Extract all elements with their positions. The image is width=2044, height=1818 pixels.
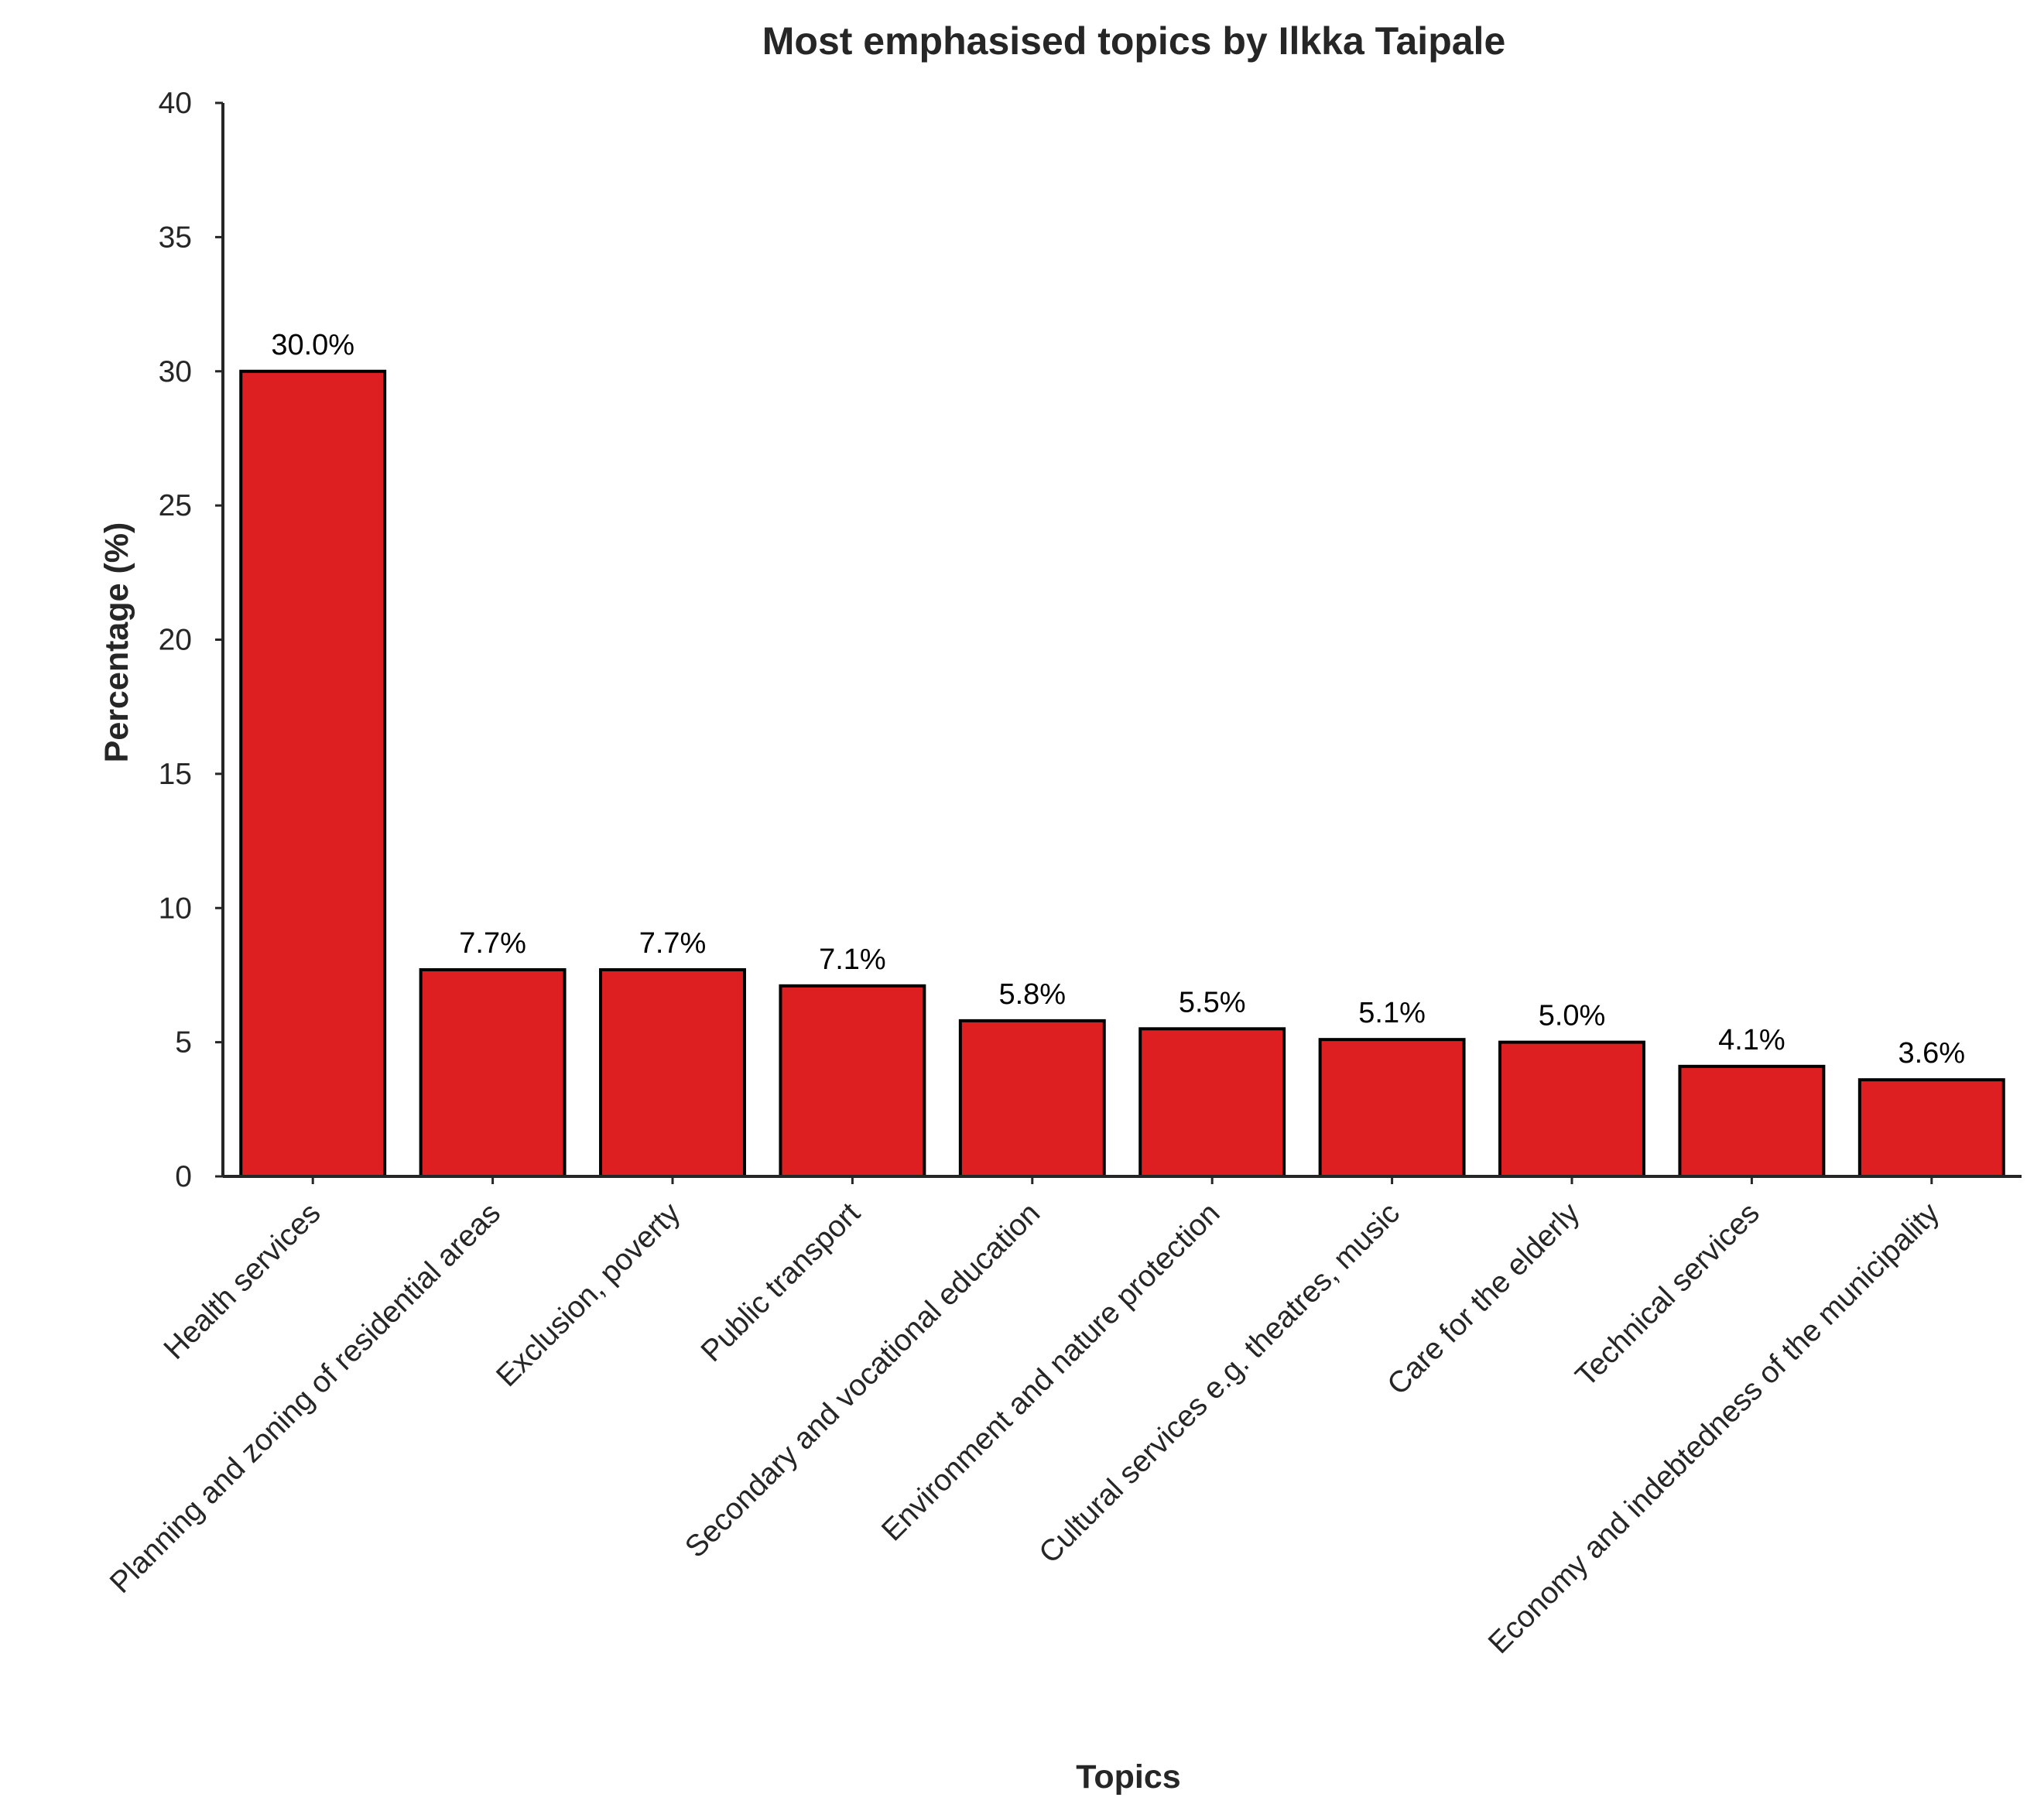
y-tick-label-20: 20 [159, 624, 192, 657]
data-label-1: 30.0% [271, 329, 354, 361]
bar-1 [239, 369, 387, 1178]
bar-3 [599, 968, 746, 1178]
y-tick-label-35: 35 [159, 221, 192, 254]
data-label-9: 4.1% [1718, 1024, 1786, 1056]
x-tick-label-2: Planning and zoning of residential areas [104, 1197, 507, 1600]
data-label-6: 5.5% [1179, 986, 1246, 1019]
bars-layer [239, 369, 2005, 1179]
y-axis-title: Percentage (%) [98, 522, 135, 763]
data-label-5: 5.8% [998, 978, 1066, 1011]
x-tick-label-1: Health services [158, 1197, 327, 1366]
y-tick-label-0: 0 [175, 1160, 192, 1193]
bar-6 [1138, 1027, 1286, 1178]
x-tick-label-7: Cultural services e.g. theatres, music [1032, 1197, 1406, 1570]
data-label-7: 5.1% [1358, 997, 1426, 1029]
y-tick-label-30: 30 [159, 355, 192, 389]
bar-8 [1498, 1040, 1645, 1178]
y-tick-label-5: 5 [175, 1026, 192, 1060]
bar-10 [1857, 1078, 2005, 1179]
x-tick-label-3: Exclusion, poverty [490, 1197, 687, 1394]
bar-9 [1678, 1064, 1826, 1179]
bar-2 [419, 968, 567, 1178]
bar-4 [779, 984, 926, 1178]
y-tick-label-25: 25 [159, 489, 192, 522]
y-axis: 0 5 10 15 20 25 30 35 40 [159, 87, 224, 1193]
bar-7 [1318, 1038, 1466, 1178]
x-tick-label-6: Environment and nature protection [875, 1197, 1227, 1548]
data-label-4: 7.1% [819, 943, 886, 976]
data-label-8: 5.0% [1539, 1000, 1606, 1032]
x-axis-title: Topics [1076, 1758, 1180, 1796]
data-label-3: 7.7% [639, 927, 707, 960]
data-labels-layer: 30.0% 7.7% 7.7% 7.1% 5.8% 5.5% 5.1% 5.0% 4.1% 3.6… [271, 329, 1965, 1070]
x-tick-label-4: Public transport [695, 1197, 867, 1368]
data-label-2: 7.7% [459, 927, 526, 960]
x-tick-label-9: Technical services [1570, 1197, 1766, 1393]
data-label-10: 3.6% [1898, 1037, 1965, 1070]
y-tick-label-40: 40 [159, 87, 192, 120]
bar-5 [958, 1019, 1106, 1179]
x-tick-label-8: Care for the elderly [1381, 1197, 1586, 1402]
y-tick-label-10: 10 [159, 892, 192, 925]
x-tick-label-5: Secondary and vocational education [679, 1197, 1046, 1564]
chart-title: Most emphasised topics by Ilkka Taipale [762, 19, 1506, 63]
y-tick-label-15: 15 [159, 758, 192, 791]
